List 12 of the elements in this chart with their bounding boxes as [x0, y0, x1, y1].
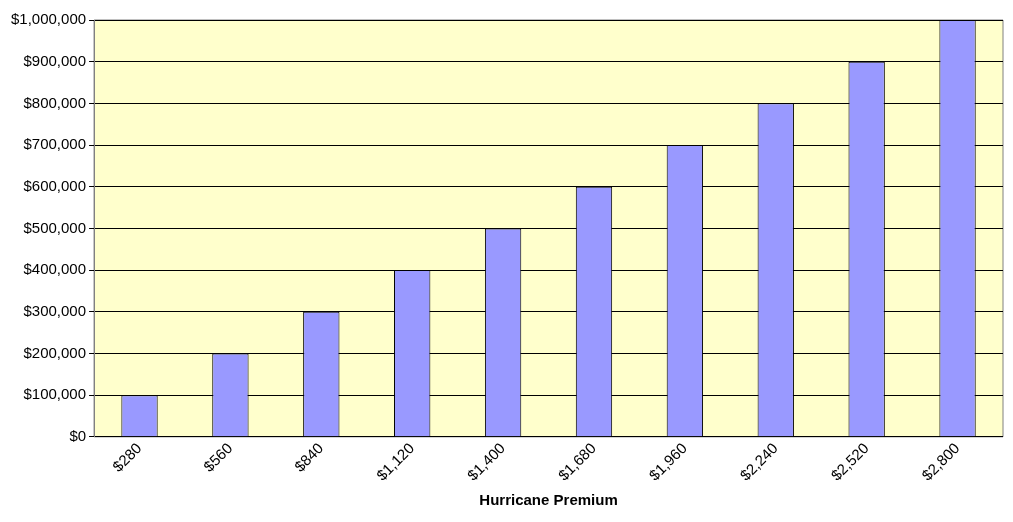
y-tick-label: $500,000: [23, 218, 87, 236]
y-tick-label: $600,000: [23, 176, 87, 194]
y-tick-label: $800,000: [23, 93, 87, 111]
y-tick-label: $700,000: [23, 135, 87, 153]
y-tick-label: $100,000: [23, 385, 87, 403]
y-tick-label: $400,000: [23, 260, 87, 278]
y-tick-label: $1,000,000: [11, 10, 87, 28]
y-tick-label: $300,000: [23, 301, 87, 319]
y-tick-label: $900,000: [23, 51, 87, 69]
y-tick-label: $200,000: [23, 343, 87, 361]
y-tick-label: $0: [69, 426, 87, 444]
x-axis-title: Hurricane Premium: [479, 491, 618, 509]
